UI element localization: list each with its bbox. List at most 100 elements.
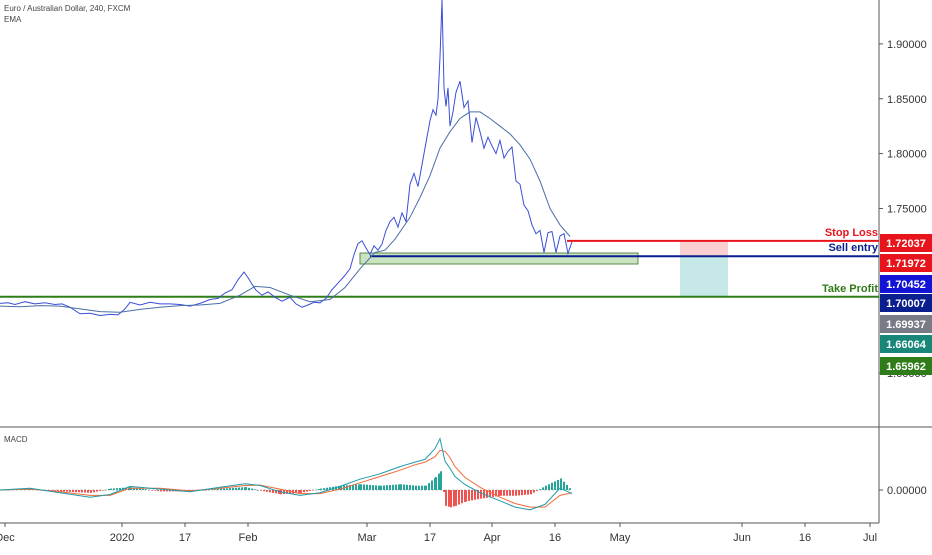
macd-hist-bar (435, 477, 437, 490)
macd-hist-bar (503, 490, 505, 496)
macd-hist-bar (346, 485, 348, 490)
macd-hist-bar (560, 478, 562, 490)
ema-line (0, 111, 571, 313)
macd-hist-bar (60, 490, 62, 492)
macd-hist-bar (169, 490, 171, 492)
risk-zone (680, 240, 728, 257)
price-line (0, 0, 573, 317)
y-tick-label: 1.85000 (887, 94, 927, 106)
macd-hist-bar (286, 490, 288, 494)
macd-hist-bar (554, 481, 556, 490)
y-tick-label: 1.75000 (887, 203, 927, 215)
macd-hist-bar (116, 488, 118, 490)
macd-hist-bar (251, 488, 253, 490)
macd-hist-bar (518, 490, 520, 496)
macd-signal-line (0, 449, 573, 508)
macd-hist-bar (78, 490, 80, 493)
macd-hist-bar (110, 488, 112, 490)
macd-hist-bar (269, 490, 271, 493)
chart-title: Euro / Australian Dollar, 240, FXCM (4, 4, 131, 13)
macd-hist-bar (99, 490, 101, 491)
macd-hist-bar (349, 485, 351, 490)
macd-hist-bar (545, 485, 547, 490)
x-tick-label: Feb (239, 532, 258, 544)
price-badge-value: 1.70007 (886, 298, 926, 310)
macd-hist-bar (409, 485, 411, 490)
price-badge: 1.70007 (880, 294, 932, 312)
macd-hist-bar (443, 490, 445, 493)
macd-hist-bar (524, 490, 526, 495)
macd-hist-bar (326, 487, 328, 490)
macd-hist-bar (81, 490, 83, 493)
price-badge-value: 1.65962 (886, 361, 926, 373)
macd-hist-bar (489, 490, 491, 498)
y-tick-label: 1.80000 (887, 149, 927, 161)
x-tick-label: Jun (733, 532, 751, 544)
macd-hist-bar (160, 490, 162, 492)
macd-hist-bar (275, 490, 277, 494)
macd-hist-bar (232, 487, 234, 490)
macd-hist-bar (380, 485, 382, 490)
price-badge: 1.72037 (880, 234, 932, 252)
y-tick-label: 1.90000 (887, 39, 927, 51)
price-badge: 1.66064 (880, 335, 932, 353)
macd-hist-bar (69, 490, 71, 492)
macd-hist-bar (102, 490, 104, 491)
macd-hist-bar (340, 485, 342, 490)
macd-hist-bar (557, 479, 559, 490)
x-tick-label: 17 (424, 532, 436, 544)
price-badge-bg (880, 335, 932, 353)
macd-hist-bar (54, 490, 56, 491)
macd-hist-bar (119, 487, 121, 490)
price-badge-bg (880, 357, 932, 375)
macd-hist-bar (72, 490, 74, 493)
macd-hist-bar (154, 490, 156, 491)
macd-hist-bar (500, 490, 502, 496)
macd-hist-bar (139, 488, 141, 490)
macd-hist-bar (474, 490, 476, 500)
macd-hist-bar (238, 487, 240, 490)
macd-hist-bar (458, 490, 460, 505)
macd-hist-bar (295, 490, 297, 494)
macd-hist-bar (166, 490, 168, 492)
x-tick-label: Jul (863, 532, 877, 544)
macd-hist-bar (477, 490, 479, 500)
macd-hist-bar (551, 482, 553, 490)
macd-hist-bar (338, 485, 340, 490)
take-profit-label: Take Profit (822, 283, 878, 295)
macd-hist-bar (471, 490, 473, 501)
macd-hist-bar (403, 484, 405, 490)
macd-hist-bar (226, 488, 228, 490)
macd-hist-bar (125, 487, 127, 490)
macd-hist-bar (355, 484, 357, 490)
x-tick-label: 2020 (110, 532, 134, 544)
macd-hist-bar (369, 484, 371, 490)
price-badge-bg (880, 254, 932, 272)
price-badge: 1.65962 (880, 357, 932, 375)
macd-hist-bar (539, 489, 541, 490)
price-badge-bg (880, 315, 932, 333)
macd-hist-bar (536, 490, 538, 491)
macd-hist-bar (392, 484, 394, 490)
macd-hist-bar (465, 490, 467, 502)
macd-hist-bar (75, 490, 77, 493)
macd-hist-bar (148, 489, 150, 491)
x-tick-label: Dec (0, 532, 15, 544)
macd-hist-bar (438, 473, 440, 490)
macd-hist-bar (323, 488, 325, 490)
macd-hist-bar (486, 490, 488, 498)
price-badge-value: 1.66064 (886, 339, 927, 351)
x-tick-label: Mar (358, 532, 377, 544)
macd-hist-bar (48, 490, 50, 491)
x-tick-label: May (610, 532, 631, 544)
macd-hist-bar (363, 484, 365, 490)
stop-loss-label: Stop Loss (825, 227, 878, 239)
macd-hist-bar (113, 488, 115, 490)
macd-hist-bar (151, 490, 153, 491)
macd-hist-bar (208, 489, 210, 491)
macd-hist-bar (431, 480, 433, 490)
macd-hist-bar (309, 490, 311, 491)
macd-hist-bar (566, 484, 568, 490)
